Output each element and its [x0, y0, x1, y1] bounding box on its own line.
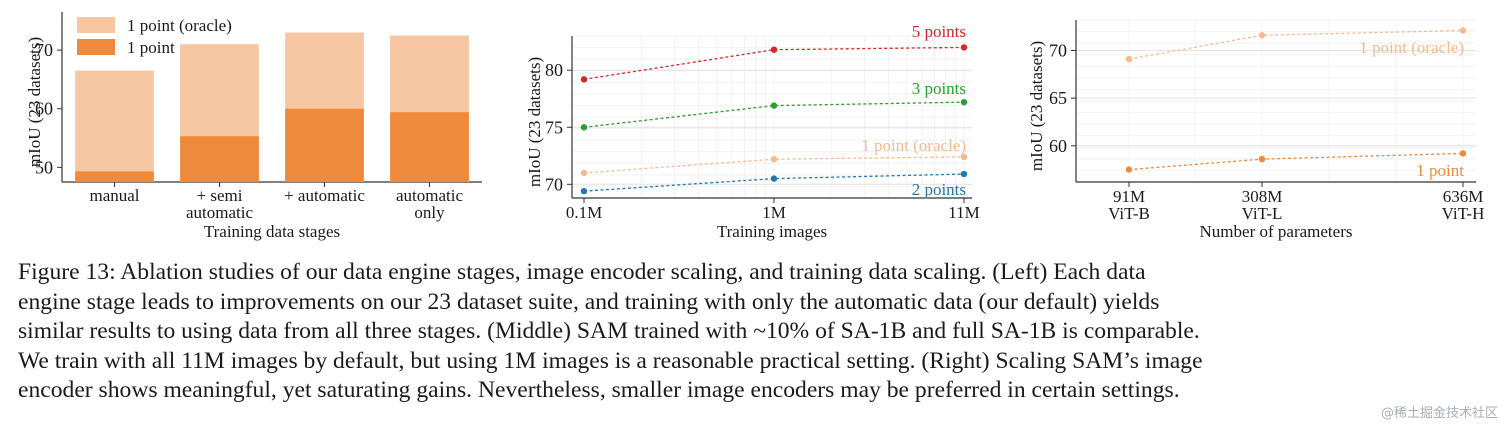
x-axis-label: Number of parameters: [1200, 222, 1353, 241]
x-tick-label: automatic: [186, 203, 253, 222]
data-point: [580, 169, 588, 177]
x-tick-label: 91M: [1113, 187, 1145, 206]
data-point: [770, 46, 778, 53]
data-point: [960, 44, 968, 51]
bar: [390, 112, 469, 182]
legend-label: 1 point: [127, 38, 175, 57]
series-label: 1 point (oracle): [861, 136, 966, 155]
series-line: [1128, 29, 1464, 60]
y-tick-label: 75: [545, 117, 563, 137]
bar: [75, 70, 154, 182]
data-point: [1258, 155, 1266, 163]
caption-line: encoder shows meaningful, yet saturating…: [18, 377, 1180, 403]
data-point: [1459, 27, 1467, 34]
data-point: [580, 187, 588, 195]
caption-line: engine stage leads to improvements on ou…: [18, 288, 1160, 315]
data-point: [770, 102, 778, 109]
legend-swatch: [77, 39, 115, 55]
data-point: [770, 156, 778, 163]
x-axis-label: Training images: [717, 222, 827, 241]
y-tick-label: 65: [1049, 88, 1067, 108]
data-point: [960, 98, 968, 106]
y-axis-label: mIoU (23 datasets): [1027, 41, 1046, 171]
x-tick-label: ViT-B: [1108, 204, 1150, 223]
caption-line: We train with all 11M images by default,…: [18, 347, 1203, 374]
y-tick-label: 70: [545, 174, 563, 194]
bar: [180, 136, 259, 182]
y-tick-label: 80: [545, 60, 563, 80]
y-tick-label: 60: [35, 99, 53, 119]
series-label: 2 points: [912, 180, 966, 199]
x-tick-label: ViT-L: [1242, 204, 1283, 223]
x-tick-label: manual: [89, 186, 139, 205]
x-tick-label: automatic: [396, 186, 463, 205]
x-tick-label: 1M: [762, 203, 786, 222]
y-tick-label: 60: [1049, 136, 1067, 156]
series-line: [1128, 152, 1464, 171]
data-point: [1125, 55, 1133, 63]
data-point: [1459, 150, 1467, 157]
series-line: [583, 156, 965, 174]
data-point: [1125, 166, 1133, 173]
x-tick-label: 308M: [1242, 187, 1283, 206]
data-point: [770, 175, 778, 182]
data-point: [960, 170, 968, 178]
data-point: [580, 76, 588, 83]
y-tick-label: 70: [1049, 40, 1067, 60]
data-point: [1258, 32, 1266, 39]
x-tick-label: + semi: [197, 186, 243, 205]
bar: [285, 108, 364, 182]
x-tick-label: ViT-H: [1442, 204, 1485, 223]
bar: [75, 171, 154, 182]
series-label: 3 points: [912, 79, 966, 98]
x-tick-label: 636M: [1443, 187, 1484, 206]
caption-line: similar results to using data from all t…: [18, 318, 1200, 344]
x-axis-label: Training data stages: [204, 222, 340, 241]
data-point: [580, 124, 588, 131]
caption-line: Figure 13: Ablation studies of our data …: [18, 259, 1146, 285]
y-axis-label: mIoU (23 datasets): [525, 57, 544, 187]
legend-label: 1 point (oracle): [127, 16, 232, 35]
series-label: 1 point (oracle): [1359, 38, 1464, 57]
x-tick-label: 0.1M: [566, 203, 602, 222]
legend-swatch: [77, 17, 115, 33]
series-label: 5 points: [912, 22, 966, 41]
watermark-text: @稀土掘金技术社区: [1380, 406, 1498, 421]
y-tick-label: 70: [35, 40, 53, 60]
series-label: 1 point: [1416, 161, 1464, 180]
y-axis-label: mIoU (23 datasets): [25, 37, 44, 167]
y-tick-label: 50: [35, 157, 53, 177]
figure-caption: Figure 13: Ablation studies of our data …: [18, 258, 1496, 406]
data-point: [960, 153, 968, 161]
x-tick-label: 11M: [948, 203, 980, 222]
x-tick-label: only: [414, 203, 445, 222]
x-tick-label: + automatic: [284, 186, 365, 205]
series-line: [583, 173, 965, 192]
